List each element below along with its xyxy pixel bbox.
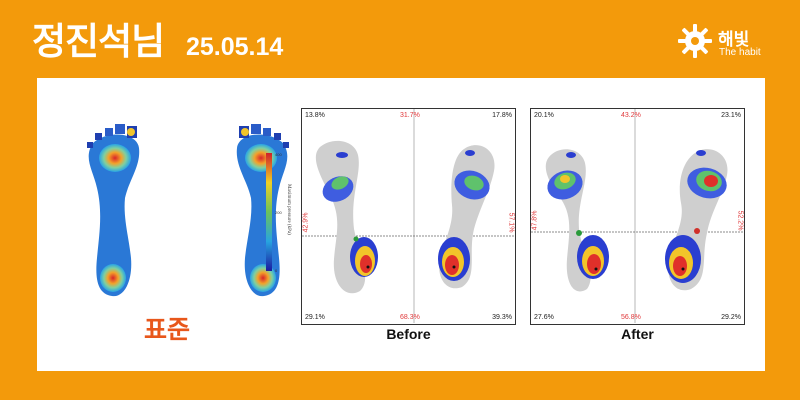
brand-name: 해빛 [718,30,750,50]
after-top-right-pct: 23.1% [721,112,741,119]
header-name: 정진석님 [32,20,165,63]
standard-footprint-figure: 400 200 0 Maximum pressure (kPa) [87,124,291,297]
before-caption: Before [386,326,431,342]
colorbar [266,153,272,271]
standard-left-foot [87,124,140,297]
after-caption: After [621,326,654,342]
before-scan-plot [302,109,514,323]
before-mid-right-pct: 57.1% [507,212,515,233]
after-mid-right-pct: 52.2% [736,210,744,231]
header-date: 25.05.14 [186,33,284,61]
after-bottom-right-pct: 29.2% [721,314,741,321]
after-mid-left-pct: 47.8% [531,210,539,231]
before-mid-left-pct: 42.9% [302,212,310,233]
before-top-mid-pct: 31.7% [400,112,420,119]
brand: 해빛 The habit [676,22,786,64]
colorbar-label: Maximum pressure (kPa) [286,184,291,235]
before-scan: 13.8% 31.7% 17.8% 42.9% 57.1% 29.1% 68.3… [301,108,516,325]
standard-right-foot [236,124,289,297]
gear-sun-icon [678,24,712,58]
standard-label: 표준 [144,315,191,344]
colorbar-tick-min: 0 [275,268,278,273]
after-scan: 20.1% 43.2% 23.1% 47.8% 52.2% 27.6% 56.8… [530,108,745,325]
colorbar-tick-mid: 200 [275,210,282,215]
brand-sub: The habit [719,47,761,58]
before-top-right-pct: 17.8% [492,112,512,119]
after-bottom-left-pct: 27.6% [534,314,554,321]
content-panel: 400 200 0 Maximum pressure (kPa) 표준 [37,78,765,371]
before-bottom-mid-pct: 68.3% [400,314,420,321]
after-scan-plot [531,109,743,323]
after-top-mid-pct: 43.2% [621,112,641,119]
after-bottom-mid-pct: 56.8% [621,314,641,321]
before-bottom-left-pct: 29.1% [305,314,325,321]
colorbar-tick-max: 400 [275,152,282,157]
before-top-left-pct: 13.8% [305,112,325,119]
after-top-left-pct: 20.1% [534,112,554,119]
before-bottom-right-pct: 39.3% [492,314,512,321]
